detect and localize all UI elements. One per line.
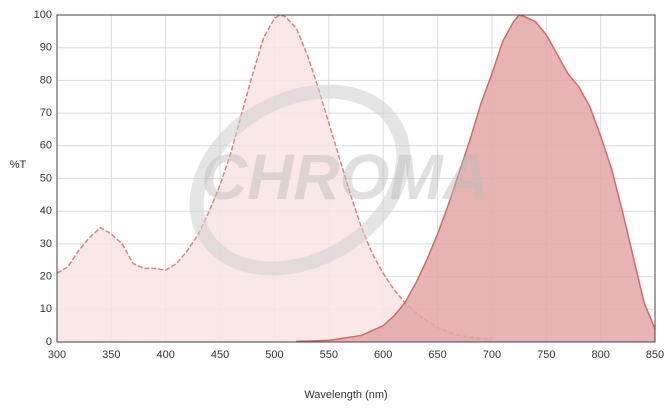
- marks: [56, 14, 656, 343]
- y-tick-label: 90: [40, 42, 52, 54]
- x-tick-label: 750: [537, 349, 555, 361]
- x-tick-label: 650: [428, 349, 446, 361]
- x-tick-label: 300: [48, 349, 66, 361]
- y-tick-label: 60: [40, 140, 52, 152]
- y-tick-label: 70: [40, 107, 52, 119]
- y-tick-label: 50: [40, 172, 52, 184]
- area-fill: [296, 15, 655, 342]
- x-axis-title: Wavelength (nm): [304, 389, 387, 401]
- y-tick-label: 80: [40, 74, 52, 86]
- y-tick-label: 100: [34, 9, 52, 21]
- x-tick-label: 400: [157, 349, 175, 361]
- area-fill: [57, 15, 492, 342]
- x-tick-label: 800: [591, 349, 609, 361]
- x-tick-label: 700: [483, 349, 501, 361]
- y-tick-label: 40: [40, 205, 52, 217]
- area-line: [296, 14, 656, 343]
- y-tick-label: 30: [40, 238, 52, 250]
- x-tick-label: 600: [374, 349, 392, 361]
- x-tick-label: 850: [646, 349, 664, 361]
- area-line: [56, 14, 492, 341]
- y-tick-label: 0: [46, 336, 52, 348]
- x-tick-label: 450: [211, 349, 229, 361]
- y-tick-label: 20: [40, 271, 52, 283]
- watermark: CHROMA: [201, 141, 489, 213]
- x-tick-label: 550: [320, 349, 338, 361]
- y-axis-title: %T: [10, 159, 27, 171]
- x-tick-label: 350: [102, 349, 120, 361]
- x-tick-label: 500: [265, 349, 283, 361]
- plot-border: [56, 14, 656, 343]
- watermark-swoosh: [189, 84, 411, 276]
- y-tick-label: 10: [40, 303, 52, 315]
